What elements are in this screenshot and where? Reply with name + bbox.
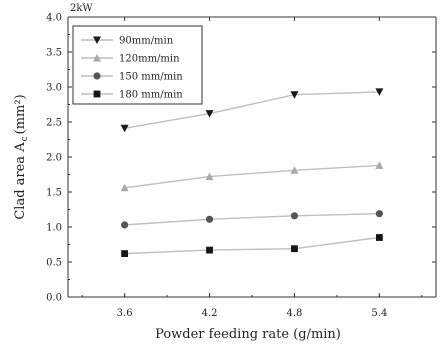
data-point [205,172,214,181]
y-tick-label: 0.5 [46,258,62,269]
series-lines [124,91,380,255]
y-tick-label: 1.5 [46,188,62,199]
x-tick-label: 5.4 [371,308,387,319]
data-point [120,183,129,192]
x-tick-label: 4.2 [202,308,218,319]
legend-marker [93,36,101,44]
legend-label: 150 mm/min [119,72,183,83]
data-point [120,124,129,133]
series-line [124,236,380,255]
legend: 90mm/min 120mm/min 150 mm/min 180 mm/min [72,25,203,105]
data-point [375,234,383,241]
chart-title: 2kW [70,3,93,14]
y-tick-label: 3.0 [46,83,62,94]
legend-label: 180 mm/min [119,90,183,101]
data-point [375,88,384,96]
data-point [121,250,129,257]
data-point [375,161,384,169]
y-axis-label-units: (mm²) [13,94,28,134]
x-axis-label: Powder feeding rate (g/min) [155,327,341,342]
y-tick-label: 2.0 [46,153,62,164]
legend-marker [93,72,101,80]
y-tick-label: 4.0 [46,13,62,24]
legend-label: 120mm/min [119,54,180,65]
series-line [124,213,380,226]
y-tick-label: 2.5 [46,118,62,129]
series-line [124,91,380,129]
data-point [290,212,299,220]
legend-marker [93,54,101,62]
y-axis-label: Clad area Ac (mm²) [13,94,30,219]
series-markers [120,88,384,257]
data-point [205,215,214,223]
y-tick-label: 3.5 [46,48,62,59]
data-point [290,166,299,174]
y-axis-label-sub: c [20,136,30,141]
data-point [291,245,298,253]
data-point [290,91,299,99]
x-axis: 3.6 4.2 4.8 5.4 [81,17,423,319]
y-axis-label-main: Clad area A [13,142,28,220]
y-tick-label: 0.0 [46,293,62,304]
data-point [205,110,214,118]
y-tick-label: 1.0 [46,223,62,234]
y-axis: 0.0 0.5 1.0 1.5 2.0 2.5 3.0 3.5 4.0 [46,13,436,304]
x-tick-label: 3.6 [117,308,133,319]
legend-label: 90mm/min [119,36,174,47]
data-point [375,210,383,218]
x-tick-label: 4.8 [287,308,303,319]
data-point [121,221,129,229]
series-line [124,164,380,189]
data-point [206,246,213,254]
legend-marker [93,90,101,98]
